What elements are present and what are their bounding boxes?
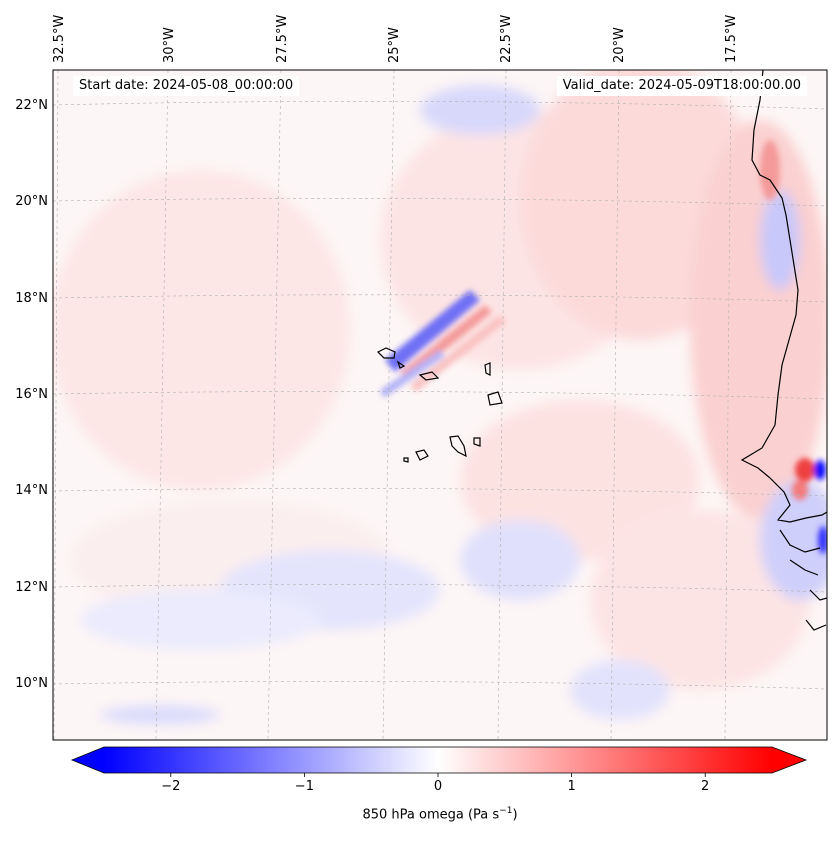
coastline	[376, 70, 827, 631]
map-frame	[52, 69, 828, 741]
lon-label: 22.5°W	[499, 14, 514, 63]
lon-label: 27.5°W	[275, 14, 290, 63]
island-sao-nicolau	[418, 371, 440, 381]
graticule	[53, 70, 827, 740]
colorbar-tick-label: 2	[701, 779, 710, 794]
island-sal	[484, 362, 491, 376]
island-maio	[473, 437, 481, 447]
lat-label: 22°N	[15, 98, 48, 113]
lat-label: 10°N	[15, 676, 48, 691]
colorbar-tick-label: −2	[161, 779, 181, 794]
island-fogo	[415, 449, 429, 461]
africa-coastline	[740, 70, 827, 523]
colorbar-label-exponent: −1	[499, 806, 513, 816]
lat-label: 20°N	[15, 194, 48, 209]
lat-label: 14°N	[15, 483, 48, 498]
omega-field	[53, 70, 827, 740]
lon-label: 25°W	[387, 27, 402, 63]
colorbar-tick-label: −1	[294, 779, 314, 794]
island-brava	[403, 457, 409, 463]
island-sao-vicente	[396, 360, 406, 369]
island-santo-antao	[376, 347, 396, 359]
lat-label: 18°N	[15, 291, 48, 306]
lat-label: 12°N	[15, 580, 48, 595]
colorbar-label: 850 hPa omega (Pa s−1)	[362, 806, 517, 822]
island-santiago	[449, 435, 467, 458]
lon-label: 32.5°W	[52, 14, 67, 63]
colorbar-label-main: 850 hPa omega (Pa s	[362, 807, 500, 823]
lon-label: 30°W	[162, 27, 177, 63]
colorbar-tick-label: 0	[433, 779, 443, 794]
island-boa-vista	[487, 391, 503, 406]
valid-date-label: Valid_date: 2024-05-09T18:00:00.00	[556, 76, 807, 96]
start-date-label: Start date: 2024-05-08_00:00:00	[73, 76, 300, 96]
colorbar-label-close: )	[512, 807, 518, 823]
colorbar	[70, 746, 808, 777]
lon-label: 17.5°W	[724, 14, 739, 63]
colorbar-tick-label: 1	[567, 779, 576, 794]
lat-label: 16°N	[15, 387, 48, 402]
lon-label: 20°W	[612, 27, 627, 63]
